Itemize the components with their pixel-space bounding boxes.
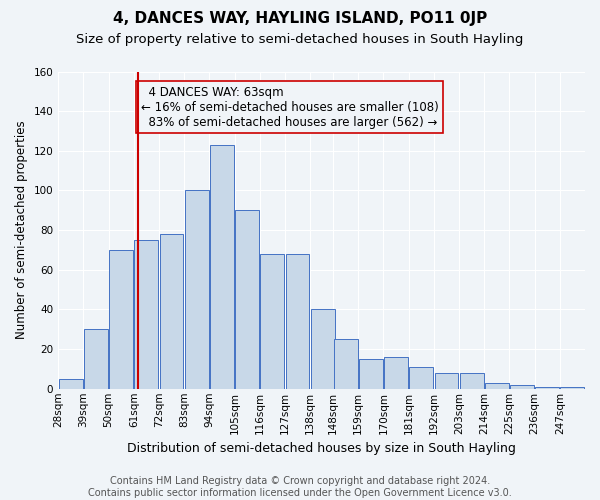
Bar [286, 254, 310, 389]
Bar [134, 240, 158, 389]
Bar [84, 330, 108, 389]
Bar [235, 210, 259, 389]
Bar [359, 359, 383, 389]
Bar [384, 357, 408, 389]
Y-axis label: Number of semi-detached properties: Number of semi-detached properties [15, 121, 28, 340]
Text: Contains HM Land Registry data © Crown copyright and database right 2024.
Contai: Contains HM Land Registry data © Crown c… [88, 476, 512, 498]
Bar [109, 250, 133, 389]
Bar [560, 387, 584, 389]
Bar [535, 387, 559, 389]
Bar [185, 190, 209, 389]
Bar [334, 339, 358, 389]
Bar [260, 254, 284, 389]
Bar [160, 234, 184, 389]
Text: Size of property relative to semi-detached houses in South Hayling: Size of property relative to semi-detach… [76, 32, 524, 46]
Text: 4, DANCES WAY, HAYLING ISLAND, PO11 0JP: 4, DANCES WAY, HAYLING ISLAND, PO11 0JP [113, 12, 487, 26]
Bar [210, 145, 234, 389]
Bar [311, 310, 335, 389]
Bar [409, 367, 433, 389]
Bar [510, 385, 534, 389]
Bar [434, 373, 458, 389]
Bar [485, 383, 509, 389]
Bar [460, 373, 484, 389]
Text: 4 DANCES WAY: 63sqm  
← 16% of semi-detached houses are smaller (108)
  83% of s: 4 DANCES WAY: 63sqm ← 16% of semi-detach… [140, 86, 439, 129]
X-axis label: Distribution of semi-detached houses by size in South Hayling: Distribution of semi-detached houses by … [127, 442, 516, 455]
Bar [59, 379, 83, 389]
